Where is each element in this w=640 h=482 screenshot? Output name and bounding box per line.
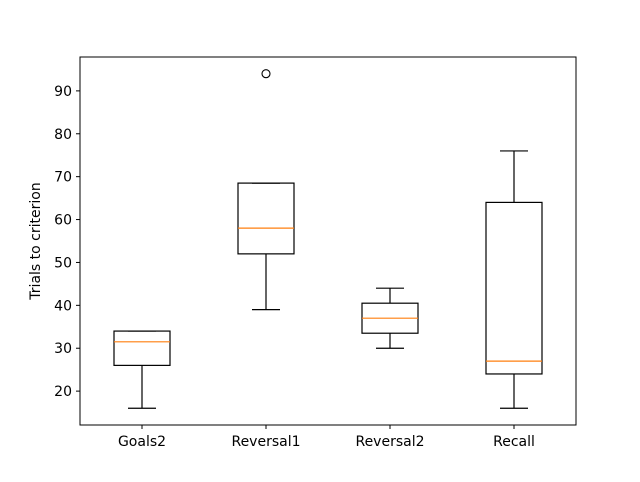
x-tick-label: Goals2 <box>118 434 166 450</box>
y-tick-label: 80 <box>54 127 72 143</box>
iqr-box <box>485 201 543 375</box>
x-tick-label: Reversal1 <box>231 434 300 450</box>
box-goals2 <box>113 330 171 409</box>
plot-area <box>79 56 577 426</box>
y-tick-label: 60 <box>54 213 72 229</box>
y-axis-label: Trials to criterion <box>28 182 44 300</box>
box-reversal1 <box>237 69 295 311</box>
y-axis: 20 30 40 50 60 70 80 90 <box>54 84 80 400</box>
iqr-box <box>113 330 171 366</box>
outlier-point <box>261 69 271 79</box>
y-tick-label: 50 <box>54 255 72 271</box>
box-reversal2 <box>361 287 419 349</box>
x-tick-label: Recall <box>493 434 535 450</box>
y-tick-label: 70 <box>54 170 72 186</box>
y-tick-label: 40 <box>54 298 72 314</box>
y-tick-label: 90 <box>54 84 72 100</box>
box-recall <box>485 150 543 409</box>
y-tick-label: 20 <box>54 384 72 400</box>
y-tick-label: 30 <box>54 341 72 357</box>
plot-frame <box>79 56 577 426</box>
x-axis: Goals2 Reversal1 Reversal2 Recall <box>118 425 535 450</box>
x-tick-label: Reversal2 <box>355 434 424 450</box>
iqr-box <box>237 182 295 255</box>
